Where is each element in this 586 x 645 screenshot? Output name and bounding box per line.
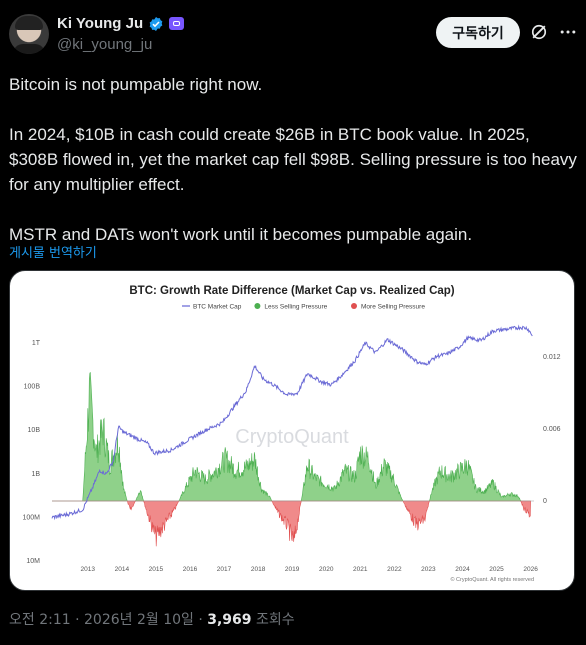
legend-swatch [351, 303, 357, 309]
x-tick-label: 2021 [353, 566, 368, 573]
chart-legend: BTC Market Cap Less Selling Pressure More … [182, 303, 425, 311]
view-count: 3,969 [207, 612, 252, 628]
x-tick-label: 2019 [285, 566, 300, 573]
growth-rate-chart: BTC: Growth Rate Difference (Market Cap … [22, 285, 561, 583]
avatar-hair [15, 16, 43, 30]
tweet-line-2: In 2024, $10B in cash could create $26B … [9, 125, 577, 194]
left-axis: 10M 100M 1B 10B 100B 1T [22, 340, 40, 565]
left-tick-label: 1T [32, 340, 41, 347]
chart-title: BTC: Growth Rate Difference (Market Cap … [129, 285, 454, 297]
x-tick-label: 2020 [319, 566, 334, 573]
chart-source: © CryptoQuant. All rights reserved [450, 576, 534, 583]
x-tick-label: 2026 [523, 566, 538, 573]
right-tick-label: 0.012 [543, 354, 561, 361]
grok-icon[interactable] [529, 22, 549, 42]
left-tick-label: 100B [24, 384, 41, 391]
avatar-shirt [13, 44, 45, 54]
btc-market-cap-line [51, 324, 533, 521]
left-tick-label: 10M [26, 558, 40, 565]
tweet-line-3: MSTR and DATs won't work until it become… [9, 225, 473, 244]
left-tick-label: 100M [22, 514, 40, 521]
left-tick-label: 10B [28, 427, 41, 434]
x-tick-label: 2023 [421, 566, 436, 573]
subscribe-button[interactable]: 구독하기 [436, 17, 520, 48]
tweet-timestamp[interactable]: 오전 2:11 · 2026년 2월 10일 · [9, 612, 208, 628]
x-tick-label: 2017 [217, 566, 232, 573]
affiliate-badge-icon [169, 17, 185, 30]
right-tick-label: 0.006 [543, 426, 561, 433]
legend-label: More Selling Pressure [361, 304, 425, 311]
right-tick-label: 0 [543, 498, 547, 505]
more-icon[interactable] [558, 22, 578, 42]
x-tick-label: 2024 [455, 566, 470, 573]
right-axis: 0 0.006 0.012 [543, 354, 561, 505]
view-count-label: 조회수 [251, 612, 295, 628]
legend-label: Less Selling Pressure [264, 304, 327, 311]
tweet-meta: 오전 2:11 · 2026년 2월 10일 · 3,969 조회수 [9, 609, 295, 629]
legend-swatch [254, 303, 261, 309]
x-tick-label: 2022 [387, 566, 402, 573]
x-tick-label: 2016 [183, 566, 198, 573]
verified-badge-icon [149, 16, 163, 31]
x-tick-label: 2015 [149, 566, 164, 573]
x-tick-label: 2013 [81, 566, 96, 573]
x-tick-label: 2025 [489, 566, 504, 573]
x-axis: 2013 2014 2015 2016 2017 2018 2019 2020 2021 2022… [81, 566, 539, 573]
author-handle[interactable]: @ki_young_ju [57, 36, 153, 53]
x-tick-label: 2014 [115, 566, 130, 573]
x-tick-label: 2018 [251, 566, 266, 573]
left-tick-label: 1B [31, 471, 40, 478]
tweet-text: Bitcoin is not pumpable right now. In 20… [9, 72, 579, 247]
author-display-name[interactable]: Ki Young Ju [57, 15, 144, 32]
legend-label: BTC Market Cap [193, 304, 242, 311]
chart-watermark: CryptoQuant [235, 426, 349, 448]
more-selling-pressure-area [52, 500, 531, 547]
avatar[interactable] [9, 14, 49, 54]
tweet-media-chart[interactable]: BTC: Growth Rate Difference (Market Cap … [9, 270, 575, 591]
author-name-row: Ki Young Ju [57, 15, 185, 32]
translate-post-link[interactable]: 게시물 번역하기 [9, 246, 97, 261]
tweet-line-1: Bitcoin is not pumpable right now. [9, 75, 263, 94]
